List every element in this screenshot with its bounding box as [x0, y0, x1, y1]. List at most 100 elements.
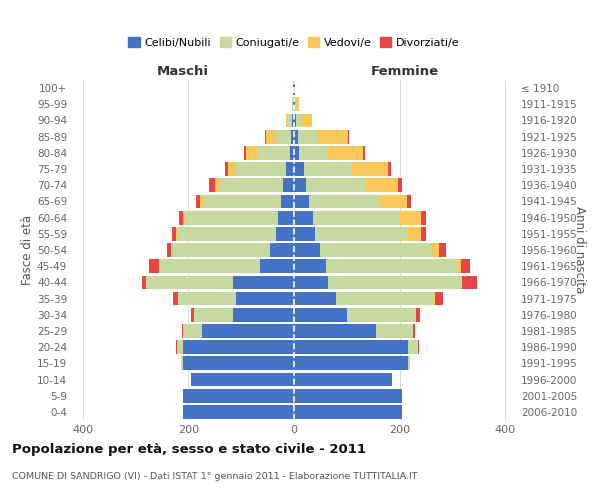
Bar [304, 162, 351, 176]
Bar [294, 114, 296, 128]
Bar [283, 178, 294, 192]
Bar [336, 292, 434, 306]
Bar [200, 194, 204, 208]
Bar [288, 114, 292, 128]
Bar [416, 308, 420, 322]
Text: Maschi: Maschi [157, 64, 209, 78]
Bar [233, 276, 294, 289]
Bar [183, 405, 294, 419]
Bar [236, 292, 294, 306]
Bar [313, 210, 400, 224]
Bar [294, 146, 299, 160]
Bar [181, 356, 183, 370]
Bar [292, 98, 293, 111]
Bar [258, 146, 290, 160]
Bar [461, 260, 470, 273]
Bar [142, 276, 146, 289]
Bar [461, 276, 462, 289]
Bar [294, 227, 315, 240]
Bar [376, 324, 413, 338]
Bar [367, 178, 398, 192]
Bar [294, 260, 326, 273]
Bar [294, 292, 336, 306]
Bar [400, 210, 421, 224]
Bar [281, 194, 294, 208]
Bar [183, 210, 185, 224]
Bar [294, 405, 403, 419]
Bar [294, 324, 376, 338]
Bar [182, 324, 183, 338]
Bar [347, 308, 416, 322]
Text: Popolazione per età, sesso e stato civile - 2011: Popolazione per età, sesso e stato civil… [12, 442, 366, 456]
Text: COMUNE DI SANDRIGO (VI) - Dati ISTAT 1° gennaio 2011 - Elaborazione TUTTITALIA.I: COMUNE DI SANDRIGO (VI) - Dati ISTAT 1° … [12, 472, 418, 481]
Bar [407, 340, 418, 354]
Bar [215, 178, 220, 192]
Bar [209, 178, 215, 192]
Bar [176, 340, 183, 354]
Bar [286, 114, 288, 128]
Bar [294, 276, 328, 289]
Bar [434, 292, 443, 306]
Bar [317, 130, 349, 143]
Bar [294, 340, 407, 354]
Bar [421, 227, 426, 240]
Bar [326, 260, 458, 273]
Bar [351, 162, 388, 176]
Bar [294, 194, 309, 208]
Bar [320, 243, 431, 257]
Bar [407, 356, 410, 370]
Bar [220, 178, 283, 192]
Bar [204, 194, 281, 208]
Bar [266, 130, 275, 143]
Bar [462, 276, 477, 289]
Bar [407, 227, 421, 240]
Bar [290, 146, 294, 160]
Bar [260, 260, 294, 273]
Bar [328, 146, 363, 160]
Bar [292, 130, 294, 143]
Bar [328, 276, 461, 289]
Bar [301, 114, 312, 128]
Bar [275, 227, 294, 240]
Bar [388, 162, 391, 176]
Bar [286, 162, 294, 176]
Bar [183, 356, 294, 370]
Bar [294, 389, 403, 402]
Bar [159, 260, 260, 273]
Bar [295, 98, 296, 111]
Bar [270, 243, 294, 257]
Bar [413, 324, 415, 338]
Bar [233, 308, 294, 322]
Bar [236, 162, 286, 176]
Bar [294, 243, 320, 257]
Bar [431, 243, 439, 257]
Bar [407, 194, 411, 208]
Bar [149, 260, 158, 273]
Bar [292, 114, 294, 128]
Bar [305, 178, 367, 192]
Bar [298, 130, 317, 143]
Bar [296, 114, 301, 128]
Bar [247, 146, 258, 160]
Bar [178, 292, 236, 306]
Bar [275, 130, 292, 143]
Bar [173, 292, 178, 306]
Bar [294, 372, 392, 386]
Bar [421, 210, 426, 224]
Bar [202, 324, 294, 338]
Bar [294, 356, 407, 370]
Bar [185, 210, 278, 224]
Bar [380, 194, 407, 208]
Bar [191, 372, 294, 386]
Bar [183, 324, 202, 338]
Bar [228, 162, 236, 176]
Bar [191, 308, 194, 322]
Bar [439, 243, 446, 257]
Text: Femmine: Femmine [371, 64, 439, 78]
Bar [178, 227, 275, 240]
Bar [194, 308, 233, 322]
Bar [363, 146, 365, 160]
Legend: Celibi/Nubili, Coniugati/e, Vedovi/e, Divorziati/e: Celibi/Nubili, Coniugati/e, Vedovi/e, Di… [124, 33, 464, 52]
Bar [244, 146, 247, 160]
Bar [167, 243, 172, 257]
